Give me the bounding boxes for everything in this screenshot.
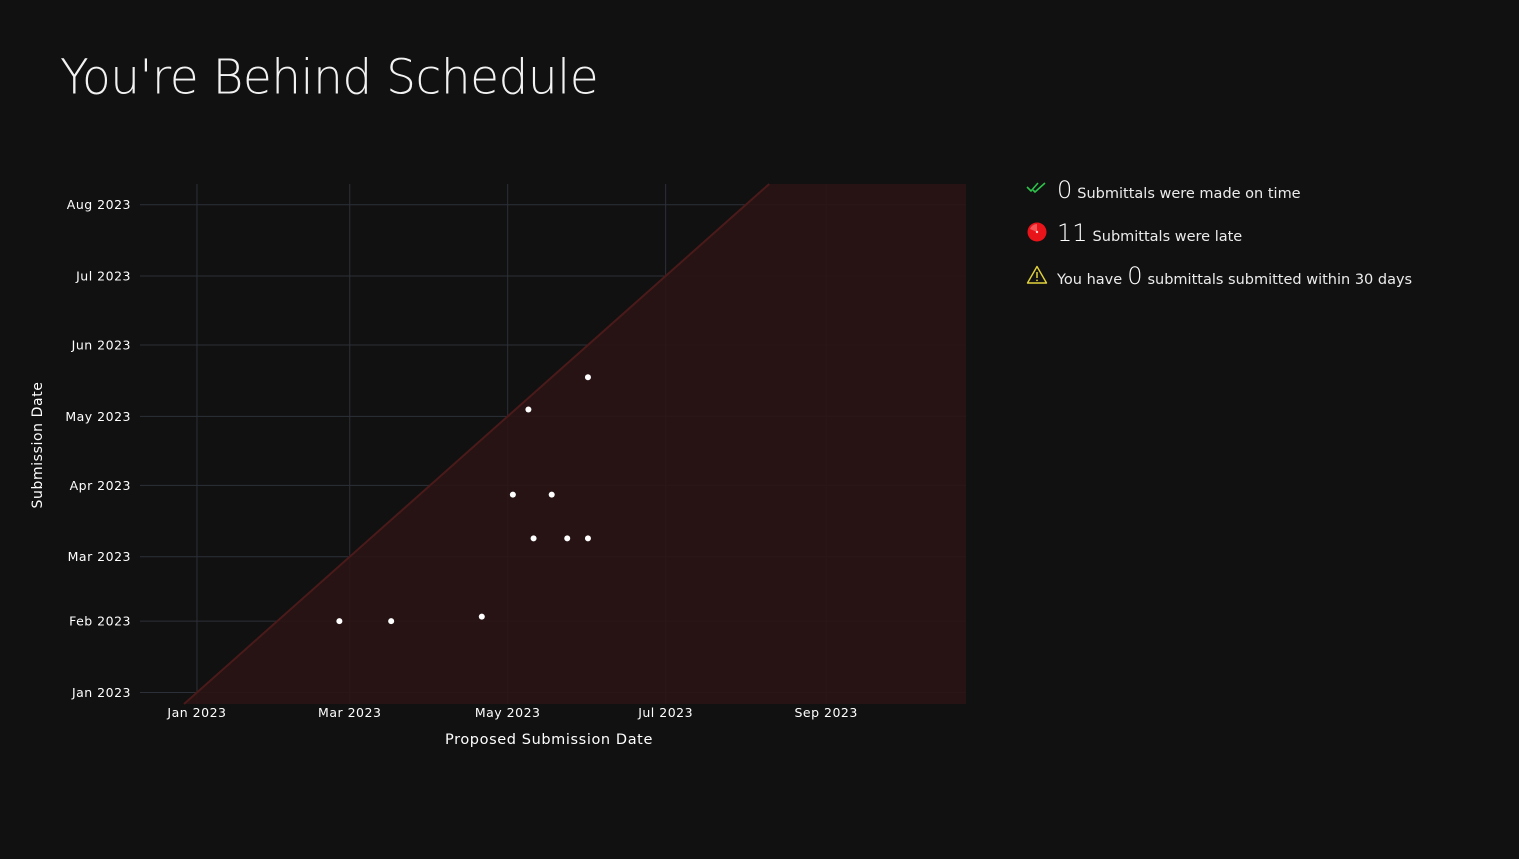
data-point [564,535,571,542]
on-time-label: Submittals were made on time [1077,186,1301,202]
y-tick-label: Feb 2023 [69,614,131,629]
stat-on-time: 0 Submittals were made on time [1026,174,1506,217]
data-point [530,535,537,542]
y-tick-label: Jul 2023 [75,269,131,284]
late-label: Submittals were late [1092,229,1243,245]
warning-triangle-icon [1026,265,1048,284]
data-point [336,618,343,625]
x-tick-label: Mar 2023 [318,705,381,720]
y-axis-title: Submission Date [30,381,46,508]
stat-upcoming: You have 0 submittals submitted within 3… [1026,260,1506,303]
x-tick-label: Sep 2023 [794,705,857,720]
x-axis-ticks: Jan 2023 Mar 2023 May 2023 Jul 2023 Sep 2023 [166,705,857,720]
chart-points [336,374,591,625]
x-tick-label: Jul 2023 [637,705,693,720]
upcoming-label: submittals submitted within 30 days [1147,272,1413,288]
data-point [388,618,395,625]
on-time-line [183,183,770,705]
x-tick-label: Jan 2023 [166,705,226,720]
data-point [509,491,516,498]
late-count: 11 [1057,219,1088,247]
x-tick-label: May 2023 [475,705,541,720]
on-time-count: 0 [1057,176,1073,204]
stat-late: 11 Submittals were late [1026,217,1506,260]
y-tick-label: May 2023 [65,409,131,424]
double-check-icon [1026,182,1046,194]
upcoming-count: 0 [1127,262,1143,290]
page-title: You're Behind Schedule [60,49,599,106]
late-region-fill [184,184,967,704]
late-region [183,183,967,705]
x-axis-title: Proposed Submission Date [445,732,653,748]
data-point [548,491,555,498]
y-tick-label: Jan 2023 [71,685,131,700]
y-axis-ticks: Jan 2023 Feb 2023 Mar 2023 Apr 2023 May 2023… [65,197,131,700]
data-point [584,535,591,542]
upcoming-prefix: You have [1057,272,1123,288]
data-point [584,374,591,381]
data-point [478,613,485,620]
y-tick-label: Mar 2023 [68,549,131,564]
scatter-chart: Jan 2023 Mar 2023 May 2023 Jul 2023 Sep 2023… [30,183,967,748]
y-tick-label: Jun 2023 [71,338,131,353]
stats-panel: 0 Submittals were made on time 11 Submit… [1026,174,1506,303]
late-clock-icon [1027,222,1047,242]
y-tick-label: Apr 2023 [70,478,131,493]
data-point [525,406,532,413]
y-tick-label: Aug 2023 [67,197,131,212]
